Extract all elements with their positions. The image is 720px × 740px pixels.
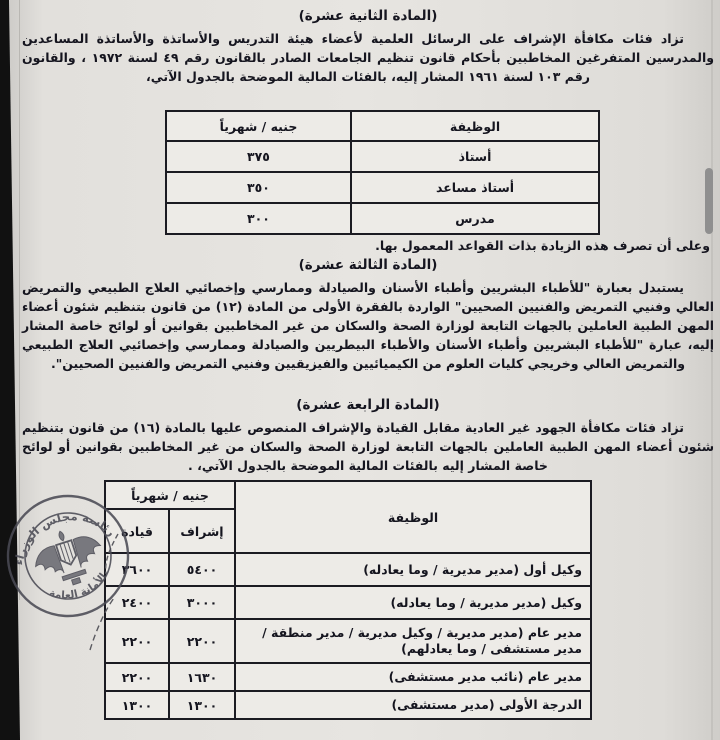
paragraph: تزاد فئات مكافأة الإشراف على الرسائل الع…	[22, 31, 715, 84]
page-right-edge	[711, 0, 713, 740]
cell-job: مدرس	[350, 202, 600, 235]
cell-leadership: ٢٢٠٠	[104, 618, 170, 664]
note-after-table: وعلى أن تصرف هذه الزيادة بذات القواعد ال…	[375, 238, 710, 253]
cell-job: أستاذ مساعد	[350, 171, 600, 204]
eagle-emblem	[35, 530, 102, 586]
table-row: مدير عام (نائب مدير مستشفى) ١٦٣٠ ٢٢٠٠	[104, 662, 592, 692]
table-row: وكيل (مدير مديرية / وما يعادله) ٣٠٠٠ ٢٤٠…	[104, 585, 592, 620]
cell-supervision: ٣٠٠٠	[168, 585, 236, 620]
article-13-body: يستبدل بعبارة "للأطباء البشريين وأطباء ا…	[22, 278, 714, 396]
cell-amount: ٣٠٠	[165, 202, 352, 235]
cell-supervision: ٥٤٠٠	[168, 552, 236, 587]
cell-leadership: ١٣٠٠	[104, 690, 170, 720]
article-12-body: تزاد فئات مكافأة الإشراف على الرسائل الع…	[22, 29, 714, 107]
cell-job: مدير عام (مدير مديرية / وكيل مديرية / مد…	[234, 618, 592, 664]
table-row: الدرجة الأولى (مدير مستشفى) ١٣٠٠ ١٣٠٠	[104, 690, 592, 720]
column-header-amount: جنيه / شهرياً	[104, 480, 236, 510]
article-13-title: (المادة الثالثة عشرة)	[298, 257, 438, 273]
leadership-supervision-bonus-table: الوظيفة جنيه / شهرياً إشراف قيادة وكيل أ…	[104, 480, 592, 720]
table-row: وكيل أول (مدير مديرية / وما يعادله) ٥٤٠٠…	[104, 552, 592, 587]
cell-supervision: ١٣٠٠	[168, 690, 236, 720]
table-row: أستاذ مساعد ٣٥٠	[165, 171, 600, 204]
table-header-row: الوظيفة جنيه / شهرياً	[165, 110, 600, 142]
article-14-title: (المادة الرابعة عشرة)	[296, 397, 440, 413]
table-header-row: الوظيفة جنيه / شهرياً	[104, 480, 592, 554]
cell-leadership: ٢٢٠٠	[104, 662, 170, 692]
cell-supervision: ١٦٣٠	[168, 662, 236, 692]
government-seal-stamp: رئاسة مجلس الوزراء الأمانة العامة	[2, 494, 130, 618]
paragraph: يستبدل بعبارة "للأطباء البشريين وأطباء ا…	[22, 280, 714, 371]
column-header-job: الوظيفة	[234, 480, 592, 554]
article-14-body: تزاد فئات مكافأة الجهود غير العادية مقاب…	[22, 418, 714, 478]
table-row: أستاذ ٣٧٥	[165, 140, 600, 173]
column-header-job: الوظيفة	[350, 110, 600, 142]
supervision-bonus-table: الوظيفة جنيه / شهرياً أستاذ ٣٧٥ أستاذ مس…	[165, 110, 600, 235]
cell-job: وكيل (مدير مديرية / وما يعادله)	[234, 585, 592, 620]
cell-supervision: ٢٢٠٠	[168, 618, 236, 664]
cell-leadership: ٢٤٠٠	[104, 585, 170, 620]
paragraph: تزاد فئات مكافأة الجهود غير العادية مقاب…	[22, 420, 714, 473]
article-12-title: (المادة الثانية عشرة)	[298, 8, 438, 24]
cell-amount: ٣٥٠	[165, 171, 352, 204]
cell-amount: ٣٧٥	[165, 140, 352, 173]
table-row: مدير عام (مدير مديرية / وكيل مديرية / مد…	[104, 618, 592, 664]
column-header-supervision: إشراف	[168, 508, 236, 554]
cell-job: وكيل أول (مدير مديرية / وما يعادله)	[234, 552, 592, 587]
scan-fold-line	[19, 0, 20, 600]
cell-job: مدير عام (نائب مدير مستشفى)	[234, 662, 592, 692]
table-row: مدرس ٣٠٠	[165, 202, 600, 235]
column-header-amount: جنيه / شهرياً	[165, 110, 352, 142]
scrollbar-thumb[interactable]	[705, 168, 713, 234]
cell-job: الدرجة الأولى (مدير مستشفى)	[234, 690, 592, 720]
cell-job: أستاذ	[350, 140, 600, 173]
